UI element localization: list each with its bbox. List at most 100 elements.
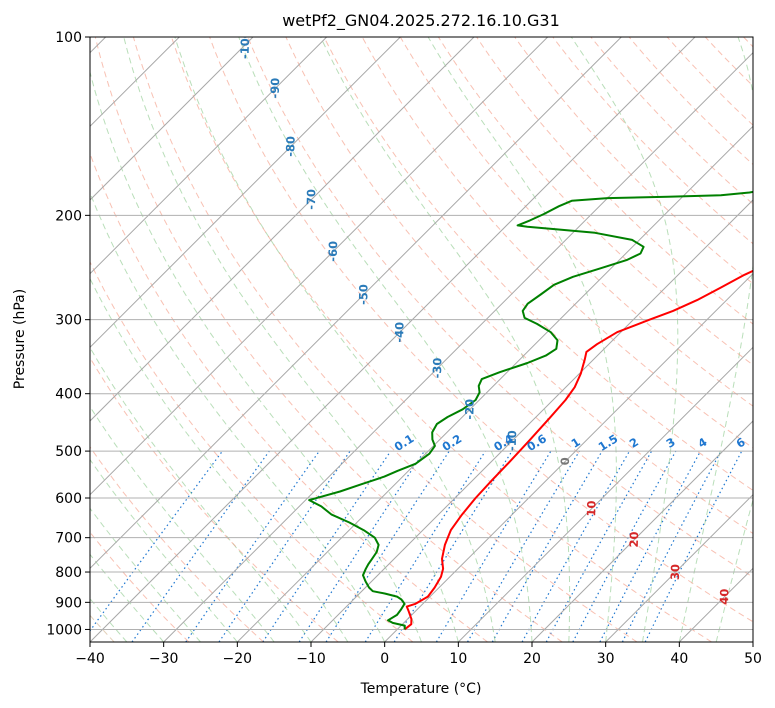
mixing-ratio-line xyxy=(572,450,677,642)
y-axis-ticks: 100 200 300 400 500 600 700 800 900 1000 xyxy=(46,30,90,638)
x-axis-label: Temperature (°C) xyxy=(360,681,482,697)
moist-adiabat-line xyxy=(427,37,617,642)
moist-adiabat-line xyxy=(90,553,165,642)
moist-adiabat-line xyxy=(320,37,571,642)
mixing-ratio-line xyxy=(298,450,425,642)
isotherm-label: 0 xyxy=(558,457,572,465)
isotherm-label: -60 xyxy=(326,241,341,262)
x-tick-label: −40 xyxy=(75,651,105,667)
profile-line xyxy=(403,269,753,631)
y-tick-label: 1000 xyxy=(46,622,82,638)
dry-adiabat-line xyxy=(209,37,753,623)
x-tick-label: −10 xyxy=(296,651,326,667)
moist-adiabat-line xyxy=(90,405,275,642)
dry-adiabat-line xyxy=(90,446,264,642)
isotherm-label: 40 xyxy=(717,588,731,604)
isotherm-line xyxy=(90,37,549,496)
x-tick-label: 50 xyxy=(744,651,762,667)
isotherm-label: -40 xyxy=(392,322,407,343)
x-tick-label: 30 xyxy=(597,651,615,667)
moist-adiabat-line xyxy=(90,458,238,642)
mixing-ratio-line xyxy=(599,450,702,642)
isotherm-line xyxy=(310,199,753,642)
moist-adiabat-lines xyxy=(90,37,753,642)
moist-adiabat-line xyxy=(570,37,679,642)
mixing-ratio-line xyxy=(262,450,392,642)
y-tick-label: 500 xyxy=(55,444,82,460)
isotherm-line xyxy=(90,37,401,349)
y-axis-label: Pressure (hPa) xyxy=(12,289,28,389)
moist-adiabat-line xyxy=(678,37,753,642)
y-tick-label: 100 xyxy=(55,30,82,46)
x-tick-label: 40 xyxy=(670,651,688,667)
isotherm-line xyxy=(236,125,753,642)
isotherm-lines xyxy=(90,37,753,642)
isotherm-label: -30 xyxy=(430,357,445,378)
isotherm-label: -100 xyxy=(238,30,253,59)
x-axis-ticks: −40 −30 −20 −10 0 10 20 30 40 50 xyxy=(75,642,762,667)
isotherm-label: -80 xyxy=(283,136,298,157)
x-tick-label: 0 xyxy=(380,651,389,667)
dry-adiabat-line xyxy=(247,37,753,578)
isopleth-labels: -100-90-80-70-60-50-40-30-20-10010203040… xyxy=(238,30,748,605)
dry-adiabat-line xyxy=(476,37,753,325)
isotherm-line xyxy=(384,272,753,642)
isotherm-label: 10 xyxy=(584,500,598,516)
profile-traces xyxy=(308,190,753,631)
isotherm-line xyxy=(90,37,475,422)
isotherm-label: -20 xyxy=(462,399,477,420)
mixing-ratio-line xyxy=(435,450,552,642)
isotherm-line xyxy=(90,37,254,201)
mixing-ratio-line xyxy=(364,450,486,642)
y-tick-label: 900 xyxy=(55,595,82,611)
plot-frame xyxy=(89,36,754,643)
mixing-ratio-line xyxy=(325,450,450,642)
mixing-ratio-line xyxy=(131,450,270,642)
isotherm-label: -70 xyxy=(304,189,319,210)
x-tick-label: 10 xyxy=(449,651,467,667)
isotherm-line xyxy=(457,346,753,642)
isotherm-line xyxy=(90,37,696,642)
y-tick-label: 300 xyxy=(55,313,82,329)
pressure-grid-lines xyxy=(90,37,753,630)
x-tick-label: 20 xyxy=(523,651,541,667)
y-tick-label: 700 xyxy=(55,531,82,547)
dry-adiabat-line xyxy=(514,37,753,285)
profile-line xyxy=(308,190,753,630)
dry-adiabat-line xyxy=(399,37,753,407)
mixing-ratio-line xyxy=(185,450,320,642)
isotherm-label: -50 xyxy=(356,284,371,305)
dry-adiabat-line xyxy=(323,37,753,491)
isotherm-label: 30 xyxy=(668,564,682,580)
moist-adiabat-line xyxy=(90,597,128,642)
isotherm-line xyxy=(90,37,328,275)
chart-title: wetPf2_GN04.2025.272.16.10.G31 xyxy=(282,11,560,31)
y-tick-label: 400 xyxy=(55,387,82,403)
y-tick-label: 200 xyxy=(55,208,82,224)
moist-adiabat-line xyxy=(715,498,753,642)
x-tick-label: −30 xyxy=(149,651,179,667)
y-tick-label: 600 xyxy=(55,491,82,507)
y-tick-label: 800 xyxy=(55,565,82,581)
dry-adiabat-line xyxy=(90,260,414,642)
dry-adiabat-line xyxy=(132,37,638,642)
moist-adiabat-line xyxy=(90,507,201,642)
isotherm-line xyxy=(90,37,622,570)
moist-adiabat-line xyxy=(90,191,386,642)
moist-adiabat-line xyxy=(174,37,496,642)
dry-adiabat-line xyxy=(94,37,563,642)
moist-adiabat-line xyxy=(90,70,422,642)
mixing-ratio-line xyxy=(218,450,351,642)
isotherm-label: -90 xyxy=(268,78,283,99)
isotherm-label: 20 xyxy=(627,531,641,547)
plot-area: -100-90-80-70-60-50-40-30-20-10010203040… xyxy=(90,30,753,642)
isotherm-line xyxy=(163,51,753,642)
x-tick-label: −20 xyxy=(223,651,253,667)
isotherm-line xyxy=(531,420,753,642)
mixing-ratio-line xyxy=(466,450,580,642)
isotherm-label: -10 xyxy=(505,430,520,451)
isotherm-line xyxy=(605,493,753,642)
dry-adiabat-line xyxy=(628,37,753,166)
